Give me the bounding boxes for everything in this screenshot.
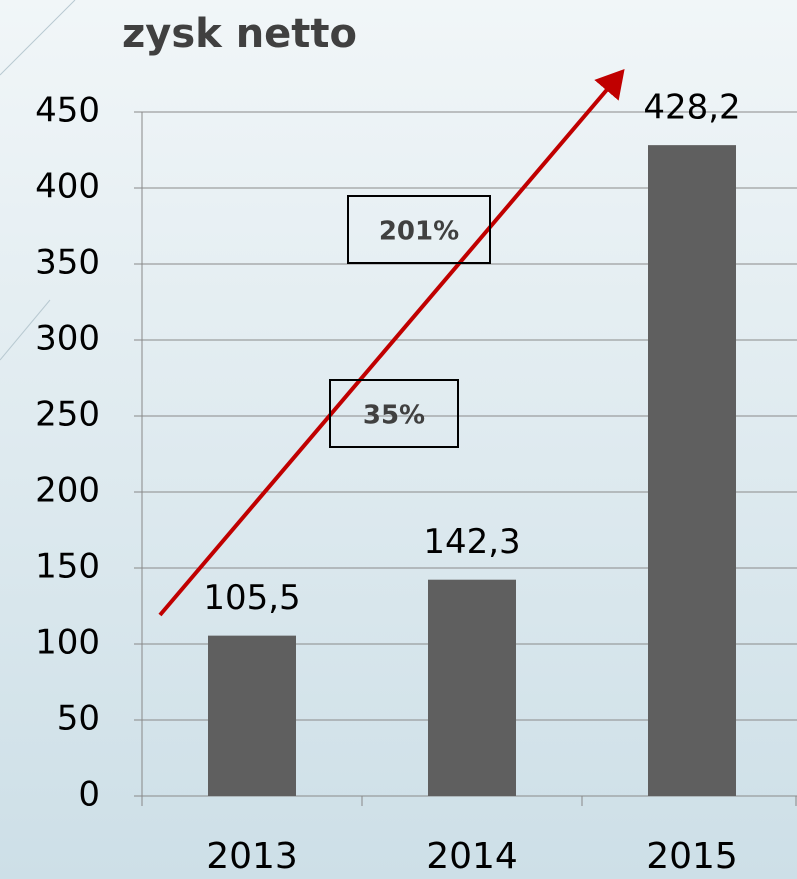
bar	[208, 635, 296, 796]
y-tick-label: 50	[57, 699, 100, 739]
y-tick-label: 450	[35, 91, 100, 131]
y-tick-label: 250	[35, 395, 100, 435]
chart-title: zysk netto	[122, 11, 357, 57]
x-tick-label: 2013	[206, 836, 298, 877]
plot-area: 0 50 100 150 200 250 300 350 400 450 2013 105,5 2014…	[35, 88, 797, 877]
trend-arrow	[158, 68, 625, 617]
y-tick-label: 150	[35, 547, 100, 587]
annotation-box	[347, 195, 491, 264]
y-tick-label: 350	[35, 243, 100, 283]
annotation-box	[329, 379, 459, 448]
y-tick-label: 300	[35, 319, 100, 359]
x-tick-label: 2014	[426, 836, 518, 877]
y-tick-label: 200	[35, 471, 100, 511]
y-tick-label: 400	[35, 167, 100, 207]
decoration	[0, 299, 51, 361]
y-tick-label: 0	[78, 775, 100, 815]
annotation: 35%	[363, 401, 425, 431]
y-tick-label: 100	[35, 623, 100, 663]
data-label: 105,5	[203, 578, 300, 618]
bar	[648, 145, 736, 797]
data-label: 142,3	[423, 522, 520, 562]
decoration	[0, 0, 76, 76]
data-label: 428,2	[643, 88, 740, 128]
x-tick-label: 2015	[646, 836, 738, 877]
annotation: 201%	[379, 217, 459, 247]
bar	[428, 579, 516, 796]
